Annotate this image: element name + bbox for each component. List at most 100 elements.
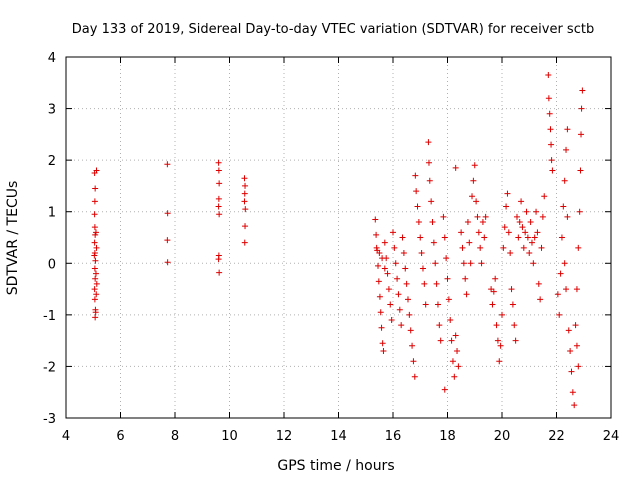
data-point (545, 72, 552, 79)
data-point (92, 314, 99, 321)
data-point (164, 237, 171, 244)
data-point (375, 262, 382, 269)
data-point (512, 337, 519, 344)
data-point (379, 255, 386, 262)
data-point (215, 203, 222, 210)
data-point (560, 203, 567, 210)
data-point (216, 211, 223, 218)
data-point (373, 244, 380, 251)
x-tick-labels: 4 6 8 10 12 14 16 18 20 22 24 (62, 429, 619, 444)
data-point (164, 259, 171, 266)
data-point (528, 239, 535, 246)
data-point (215, 159, 222, 166)
data-point (533, 208, 540, 215)
data-point (399, 234, 406, 241)
data-point (547, 126, 554, 133)
data-point (411, 373, 418, 380)
plot-frame (65, 56, 612, 419)
data-point (91, 296, 98, 303)
data-point (91, 286, 98, 293)
data-point (526, 249, 533, 256)
data-point (449, 358, 456, 365)
data-point (425, 159, 432, 166)
data-point (385, 286, 392, 293)
data-point (376, 249, 383, 256)
data-point (376, 293, 383, 300)
data-point (534, 229, 541, 236)
data-point (515, 234, 522, 241)
data-point (415, 219, 422, 226)
data-point (391, 244, 398, 251)
data-point (410, 358, 417, 365)
data-point (475, 229, 482, 236)
x-tick-label: 12 (276, 429, 293, 444)
data-point (523, 208, 530, 215)
data-point (216, 269, 223, 276)
data-point (451, 373, 458, 380)
data-point (215, 195, 222, 202)
data-point (445, 296, 452, 303)
data-point (92, 309, 99, 316)
data-point (513, 213, 520, 220)
data-point (519, 224, 526, 231)
data-point (92, 275, 99, 282)
data-point (490, 288, 497, 295)
data-point (577, 167, 584, 174)
y-tick-label: 2 (48, 154, 56, 169)
data-point (437, 337, 444, 344)
y-tick-labels: -3 -2 -1 0 1 2 3 4 (43, 51, 56, 427)
chart-title: Day 133 of 2019, Sidereal Day-to-day VTE… (72, 22, 594, 37)
x-tick-label: 20 (494, 429, 511, 444)
y-tick-label: -2 (43, 360, 56, 375)
data-point (378, 324, 385, 331)
data-point (474, 213, 481, 220)
y-tick-label: 0 (48, 257, 56, 272)
data-point (433, 280, 440, 287)
data-point (554, 291, 561, 298)
data-point (380, 347, 387, 354)
data-point (546, 110, 553, 117)
x-tick-label: 4 (62, 429, 70, 444)
y-tick-label: 3 (48, 103, 56, 118)
data-point (531, 234, 538, 241)
data-point (387, 301, 394, 308)
data-point (404, 296, 411, 303)
data-point (467, 260, 474, 267)
data-point (403, 280, 410, 287)
data-point (436, 322, 443, 329)
data-point (417, 234, 424, 241)
data-point (481, 234, 488, 241)
data-point (569, 389, 576, 396)
x-tick-label: 18 (439, 429, 456, 444)
data-point (524, 234, 531, 241)
data-point (428, 198, 435, 205)
data-point (92, 270, 99, 277)
data-point (573, 286, 580, 293)
data-point (93, 280, 100, 287)
data-point (93, 244, 100, 251)
y-tick-label: 4 (48, 51, 56, 66)
data-point (539, 213, 546, 220)
y-tick-label: -3 (43, 412, 56, 427)
data-point (164, 210, 171, 217)
data-point (561, 260, 568, 267)
data-point (576, 208, 583, 215)
data-point (470, 177, 477, 184)
data-point (496, 358, 503, 365)
data-point (422, 301, 429, 308)
data-point (463, 291, 470, 298)
data-point (215, 167, 222, 174)
data-point (441, 386, 448, 393)
data-point (440, 213, 447, 220)
data-point (516, 219, 523, 226)
y-axis-label: SDTVAR / TECUs (5, 181, 21, 296)
data-point (447, 317, 454, 324)
data-point (479, 219, 486, 226)
data-point (372, 216, 379, 223)
data-point (396, 306, 403, 313)
data-point (527, 219, 534, 226)
data-point (452, 164, 459, 171)
data-point (92, 185, 99, 192)
data-point (242, 223, 249, 230)
data-point (93, 291, 100, 298)
